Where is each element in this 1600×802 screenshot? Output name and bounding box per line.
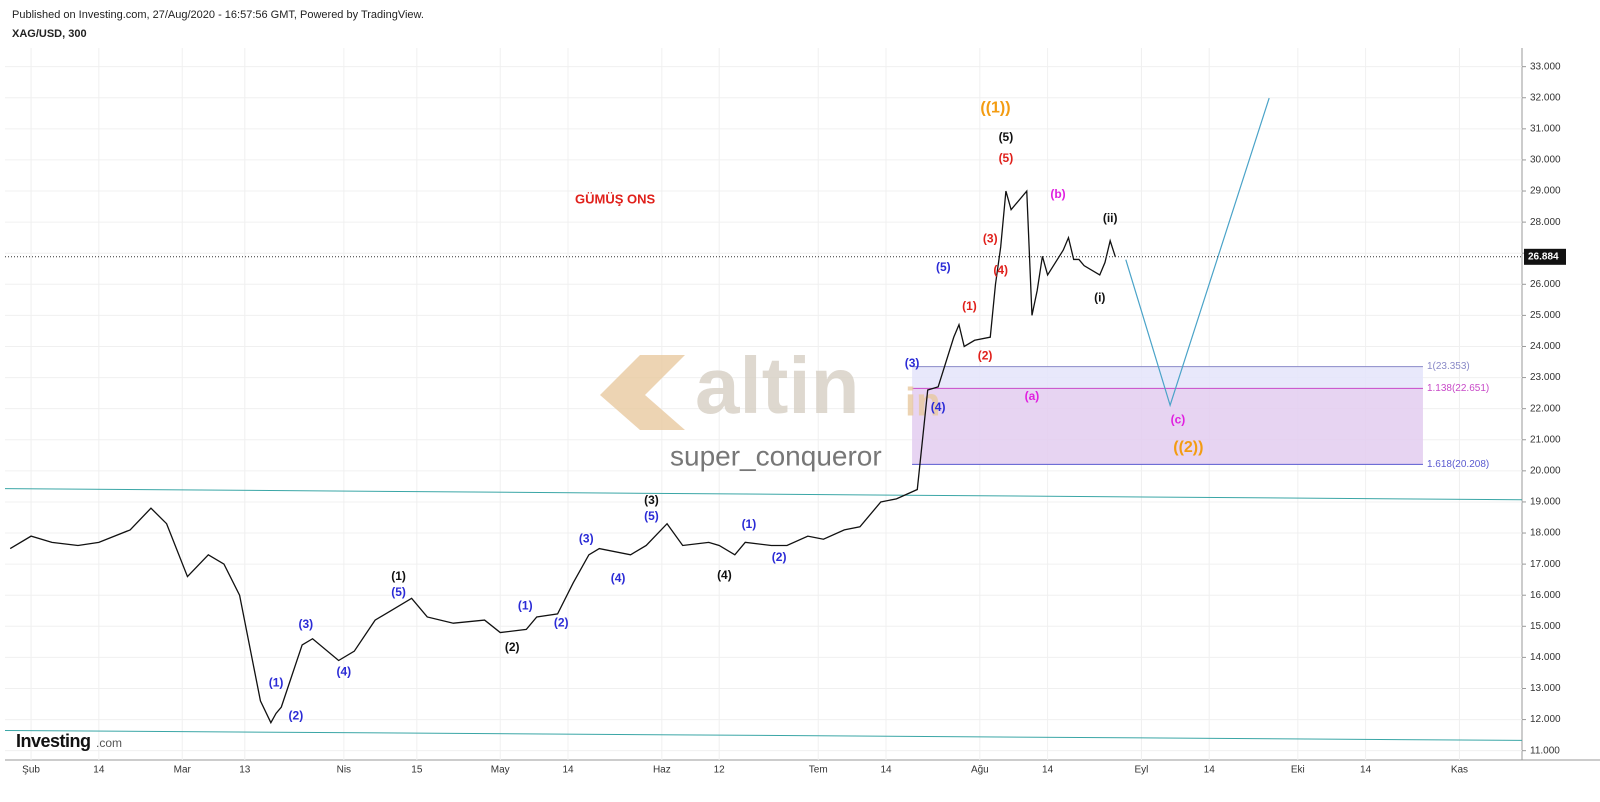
wave-label: (2) <box>772 550 787 564</box>
last-price-box <box>1524 248 1566 265</box>
y-tick-label: 25.000 <box>1530 310 1561 321</box>
x-tick-label: Ağu <box>971 765 989 776</box>
y-tick-label: 20.000 <box>1530 465 1561 476</box>
wave-label: (b) <box>1050 187 1065 201</box>
x-tick-label: Mar <box>174 765 192 776</box>
wave-label: (4) <box>931 400 946 414</box>
wave-label: (3) <box>298 617 313 631</box>
y-tick-label: 12.000 <box>1530 714 1561 725</box>
wave-label: (1) <box>742 517 757 531</box>
x-tick-label: 14 <box>1204 765 1216 776</box>
wave-label: (1) <box>962 299 977 313</box>
logo-suffix: .com <box>96 736 122 750</box>
y-tick-label: 11.000 <box>1530 745 1560 756</box>
symbol: XAG/USD, 300 <box>12 28 87 40</box>
x-tick-label: 14 <box>880 765 892 776</box>
y-tick-label: 21.000 <box>1530 434 1561 445</box>
y-tick-label: 22.000 <box>1530 403 1561 414</box>
y-tick-label: 23.000 <box>1530 372 1561 383</box>
channel-line <box>4 488 1523 501</box>
x-tick-label: Nis <box>337 765 351 776</box>
wave-label: ((2)) <box>1173 439 1203 456</box>
wave-label: (4) <box>337 664 352 678</box>
fib-label: 1.618(20.208) <box>1427 459 1489 470</box>
y-tick-label: 18.000 <box>1530 528 1561 539</box>
wave-label: (2) <box>978 349 993 363</box>
wave-label: (1) <box>391 569 406 583</box>
fib-zone <box>912 366 1423 389</box>
fib-zone <box>912 388 1423 465</box>
wave-label: (1) <box>269 676 284 690</box>
wave-label: (a) <box>1025 389 1040 403</box>
x-tick-label: Kas <box>1451 765 1468 776</box>
x-tick-label: 14 <box>1360 765 1372 776</box>
wave-label: (5) <box>391 585 406 599</box>
projection-line <box>1125 97 1270 408</box>
wave-label: (4) <box>611 571 626 585</box>
y-tick-label: 29.000 <box>1530 186 1561 197</box>
logo: Investing <box>16 731 91 751</box>
chart-title: GÜMÜŞ ONS <box>575 191 656 206</box>
x-tick-label: Haz <box>653 765 671 776</box>
y-tick-label: 26.000 <box>1530 279 1561 290</box>
x-tick-label: 14 <box>1042 765 1054 776</box>
y-tick-label: 30.000 <box>1530 155 1561 166</box>
y-tick-label: 32.000 <box>1530 92 1561 103</box>
y-tick-label: 31.000 <box>1530 123 1561 134</box>
published-note: Published on Investing.com, 27/Aug/2020 … <box>12 9 424 21</box>
x-tick-label: 14 <box>562 765 574 776</box>
wave-label: ((1)) <box>980 100 1010 117</box>
wave-label: (i) <box>1094 290 1105 304</box>
x-tick-label: Tem <box>809 765 828 776</box>
wave-label: (5) <box>936 260 951 274</box>
wave-label: (2) <box>289 708 304 722</box>
x-tick-label: Eyl <box>1134 765 1148 776</box>
y-tick-label: 19.000 <box>1530 497 1561 508</box>
last-price-label: 26.884 <box>1528 251 1559 262</box>
x-tick-label: 14 <box>93 765 105 776</box>
wave-label: (5) <box>644 509 659 523</box>
watermark: altin <box>695 341 859 430</box>
wave-label: (3) <box>579 531 594 545</box>
x-tick-label: 13 <box>239 765 251 776</box>
watermark-user: super_conqueror <box>670 440 882 471</box>
y-tick-label: 16.000 <box>1530 590 1561 601</box>
wave-label: (3) <box>644 493 659 507</box>
wave-label: (c) <box>1171 413 1186 427</box>
wave-label: (4) <box>993 263 1008 277</box>
y-tick-label: 15.000 <box>1530 621 1561 632</box>
fib-label: 1(23.353) <box>1427 361 1470 372</box>
wave-label: (4) <box>717 568 732 582</box>
x-tick-label: Eki <box>1291 765 1305 776</box>
y-tick-label: 13.000 <box>1530 683 1561 694</box>
y-tick-label: 33.000 <box>1530 61 1561 72</box>
wave-label: (ii) <box>1103 211 1118 225</box>
y-tick-label: 24.000 <box>1530 341 1561 352</box>
x-tick-label: 15 <box>411 765 423 776</box>
channel-line <box>4 729 1523 741</box>
x-tick-label: Şub <box>22 765 40 776</box>
wave-label: (5) <box>999 151 1014 165</box>
y-tick-label: 14.000 <box>1530 652 1561 663</box>
wave-label: (3) <box>983 232 998 246</box>
wave-label: (3) <box>905 356 920 370</box>
price-line <box>9 189 1116 725</box>
wave-label: (5) <box>999 130 1014 144</box>
fib-label: 1.138(22.651) <box>1427 383 1489 394</box>
y-tick-label: 17.000 <box>1530 559 1561 570</box>
wave-label: (2) <box>554 616 569 630</box>
wave-label: (1) <box>518 599 533 613</box>
wave-label: (2) <box>505 640 520 654</box>
x-tick-label: 12 <box>714 765 726 776</box>
x-tick-label: May <box>491 765 510 776</box>
y-tick-label: 28.000 <box>1530 217 1561 228</box>
watermark-icon <box>600 355 685 430</box>
